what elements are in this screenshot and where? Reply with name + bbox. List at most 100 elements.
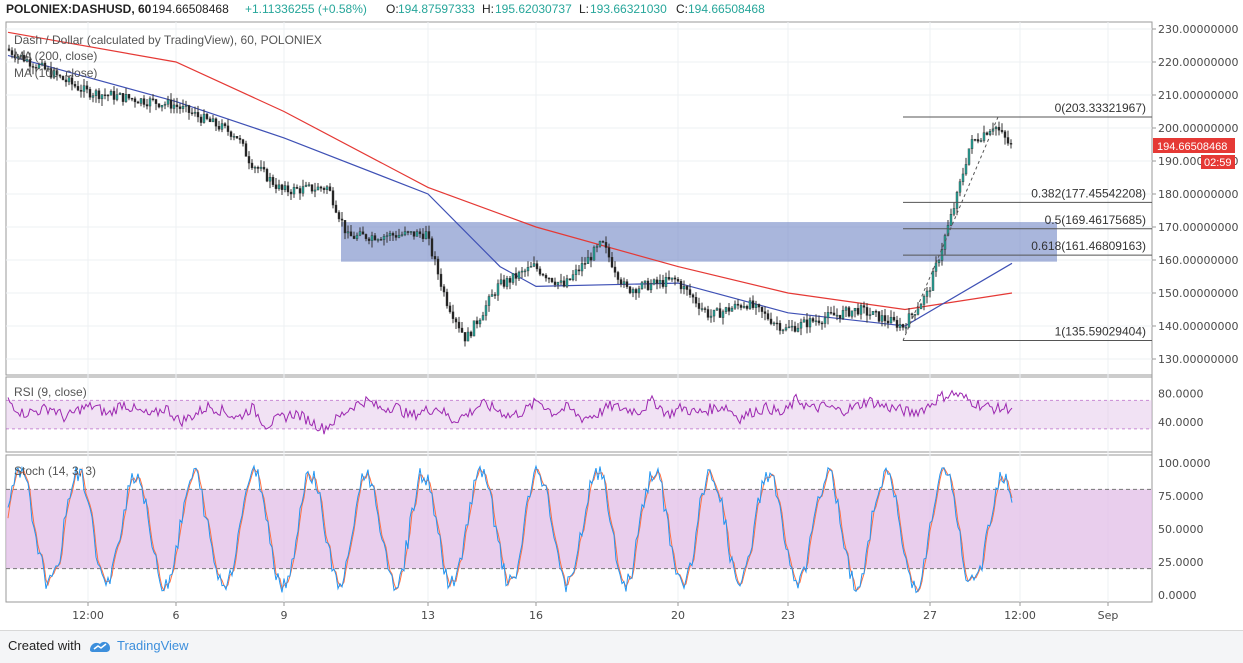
- candle-body: [1006, 137, 1010, 144]
- candle-body: [553, 281, 557, 285]
- footer: Created with TradingView: [0, 630, 1243, 663]
- candle-body: [322, 188, 326, 190]
- candle-body: [460, 327, 464, 333]
- candle-body: [133, 98, 137, 103]
- candle-body: [145, 104, 149, 107]
- candle-body: [10, 50, 14, 55]
- price-tag-label: 194.66508468: [1157, 141, 1227, 153]
- candle-body: [544, 275, 548, 279]
- candle-body: [55, 70, 59, 76]
- candle-body: [655, 279, 659, 284]
- header-symbol: POLONIEX:DASHUSD, 60: [6, 2, 152, 16]
- candle-body: [328, 186, 332, 191]
- candle-body: [721, 311, 725, 318]
- candle-body: [484, 305, 488, 316]
- candle-body: [691, 294, 695, 298]
- y-axis: 230.00000000 220.00000000 210.00000000 200.…: [1152, 23, 1238, 602]
- candle-body: [850, 310, 854, 317]
- candle-body: [523, 270, 527, 273]
- candle-body: [799, 321, 803, 329]
- candle-body: [502, 279, 506, 287]
- candle-body: [685, 285, 689, 290]
- candle-body: [769, 318, 773, 324]
- candle-body: [781, 329, 785, 332]
- fib-level-label: 1(135.59029404): [1055, 325, 1146, 339]
- candle-body: [472, 320, 476, 337]
- candle-body: [94, 90, 98, 96]
- price-tick-label: 200.00000000: [1158, 122, 1238, 135]
- candle-body: [895, 319, 899, 328]
- candle-body: [91, 95, 95, 98]
- price-tick-label: 160.00000000: [1158, 254, 1238, 267]
- fib-trend-line: [902, 116, 999, 341]
- candle-body: [325, 186, 329, 190]
- header-open: 194.87597333: [398, 2, 475, 16]
- candle-body: [520, 270, 524, 273]
- candle-body: [214, 118, 218, 127]
- candle-body: [856, 307, 860, 315]
- candle-body: [160, 104, 164, 108]
- candle-body: [13, 54, 17, 59]
- candle-body: [184, 105, 188, 107]
- candle-body: [718, 308, 722, 318]
- candle-body: [79, 89, 83, 92]
- candle-body: [310, 184, 314, 192]
- candle-body: [361, 231, 365, 235]
- candle-body: [808, 318, 812, 328]
- candle-body: [481, 315, 485, 321]
- candle-body: [577, 269, 581, 272]
- header-high: 195.62030737: [495, 2, 572, 16]
- candle-body: [631, 289, 635, 294]
- candle-body: [418, 231, 422, 235]
- candle-body: [238, 138, 242, 140]
- candle-body: [97, 90, 101, 100]
- candle-body: [358, 231, 362, 236]
- candle-body: [616, 272, 620, 280]
- candle-body: [592, 247, 596, 261]
- candle-body: [589, 256, 593, 261]
- candle-body: [817, 320, 821, 324]
- candle-body: [664, 277, 668, 287]
- candle-body: [874, 311, 878, 313]
- candle-body: [112, 91, 116, 100]
- candle-body: [706, 309, 710, 318]
- candle-body: [832, 312, 836, 316]
- candle-body: [541, 274, 545, 276]
- footer-brand[interactable]: TradingView: [117, 638, 189, 653]
- candle-body: [499, 279, 503, 284]
- candle-body: [187, 105, 191, 113]
- candle-body: [37, 64, 41, 69]
- candle-body: [70, 77, 74, 85]
- candle-body: [88, 89, 92, 98]
- candle-body: [250, 162, 254, 169]
- candle-body: [394, 235, 398, 238]
- candle-body: [829, 312, 833, 314]
- candle-body: [766, 313, 770, 320]
- candle-body: [859, 305, 863, 315]
- candle-body: [181, 105, 185, 109]
- candle-body: [313, 189, 317, 192]
- candle-body: [904, 326, 908, 329]
- candle-body: [403, 231, 407, 235]
- candle-body: [853, 307, 857, 312]
- x-tick-label: Sep: [1098, 609, 1119, 622]
- price-tick-label: 130.00000000: [1158, 353, 1238, 366]
- candle-body: [7, 48, 11, 51]
- candle-body: [889, 316, 893, 324]
- candle-body: [217, 125, 221, 130]
- candle-body: [253, 167, 257, 169]
- candle-body: [949, 214, 953, 226]
- stoch-tick-label: 100.0000: [1158, 457, 1211, 470]
- x-tick-label: 27: [923, 609, 937, 622]
- candle-body: [637, 288, 641, 294]
- candle-body: [796, 327, 800, 332]
- candle-body: [958, 181, 962, 193]
- candle-body: [262, 166, 266, 170]
- candle-body: [16, 55, 20, 59]
- candle-body: [421, 233, 425, 240]
- candle-body: [652, 279, 656, 285]
- candle-body: [694, 297, 698, 304]
- stoch-band: [6, 489, 1152, 569]
- candle-body: [496, 283, 500, 296]
- candle-body: [844, 307, 848, 311]
